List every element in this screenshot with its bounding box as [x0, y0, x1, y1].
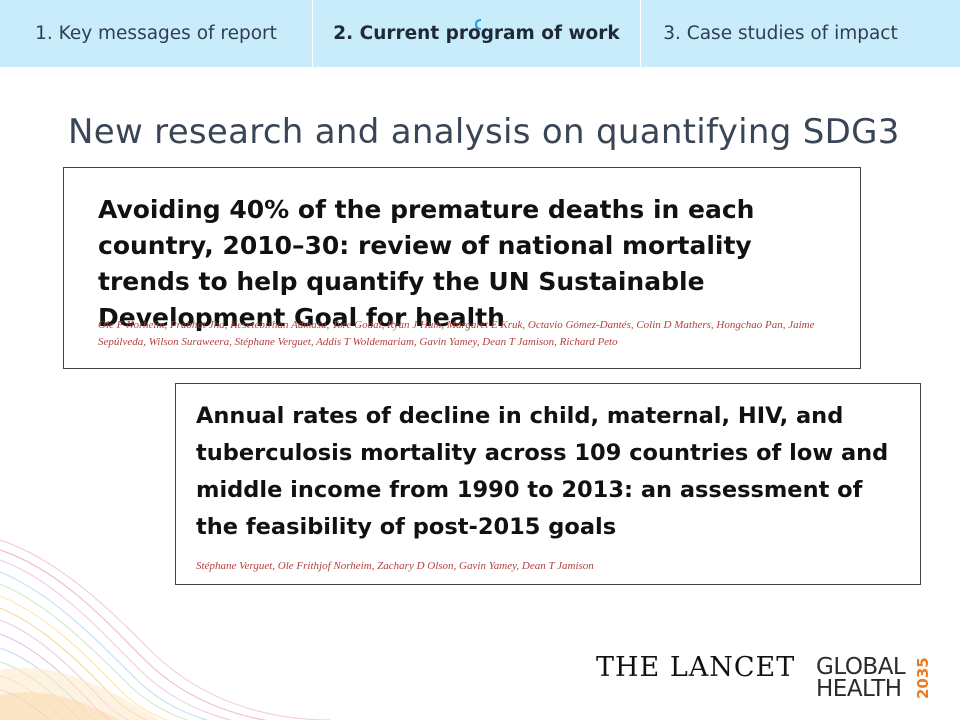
active-tab-marker-icon — [474, 19, 482, 30]
paper-title: Annual rates of decline in child, matern… — [196, 403, 889, 540]
decorative-swirl-graphic — [0, 539, 330, 720]
tab-divider — [640, 0, 641, 67]
slide-title: New research and analysis on quantifying… — [68, 112, 900, 152]
logo-year: 2035 — [914, 657, 932, 699]
lancet-logo: THE LANCET — [596, 652, 796, 683]
logo-text-line2: HEALTH — [816, 676, 902, 702]
paper-authors: Stéphane Verguet, Ole Frithjof Norheim, … — [196, 560, 594, 572]
paper-card-2: Annual rates of decline in child, matern… — [175, 383, 921, 585]
tab-case-studies[interactable]: 3. Case studies of impact — [663, 23, 898, 44]
paper-authors: Ole F Norheim, Prabhat Jha, Kesetebirhan… — [98, 319, 815, 348]
tab-current-program[interactable]: 2. Current program of work — [333, 23, 620, 44]
tab-divider — [312, 0, 313, 67]
paper-card-1: Avoiding 40% of the premature deaths in … — [63, 167, 861, 369]
section-tab-bar: 1. Key messages of report 2. Current pro… — [0, 0, 960, 67]
global-health-2035-logo: GLOBAL HEALTH 2035 — [816, 656, 936, 706]
tab-key-messages[interactable]: 1. Key messages of report — [35, 23, 277, 44]
paper-title: Avoiding 40% of the premature deaths in … — [98, 195, 755, 332]
logo-text-line1: GLOBAL — [816, 654, 906, 680]
